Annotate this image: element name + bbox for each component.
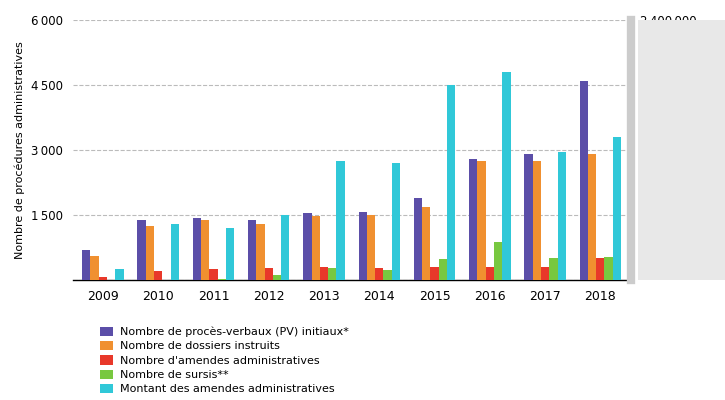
Bar <box>248 220 256 280</box>
Bar <box>336 161 344 280</box>
Bar <box>469 159 477 280</box>
Bar <box>367 215 375 280</box>
Bar <box>558 152 566 280</box>
Bar <box>579 81 588 280</box>
Bar <box>384 270 392 280</box>
Bar <box>494 242 502 280</box>
Legend: Nombre de procès-verbaux (PV) initiaux*, Nombre de dossiers instruits, Nombre d': Nombre de procès-verbaux (PV) initiaux*,… <box>100 327 349 394</box>
Bar <box>99 278 107 280</box>
Bar <box>447 85 455 280</box>
Bar <box>320 267 328 280</box>
Bar <box>210 269 217 280</box>
Bar <box>82 250 91 280</box>
Bar <box>502 72 510 280</box>
Bar <box>541 266 550 280</box>
Bar <box>201 220 210 280</box>
Bar <box>533 161 541 280</box>
Bar <box>328 268 336 280</box>
Bar <box>596 258 605 280</box>
Bar <box>392 163 400 280</box>
Bar <box>550 258 558 280</box>
Bar <box>154 271 162 280</box>
Bar <box>218 279 226 280</box>
Bar <box>138 220 146 280</box>
Bar <box>281 215 289 280</box>
Bar <box>193 218 201 280</box>
Bar <box>359 212 367 280</box>
Bar <box>524 154 533 280</box>
Y-axis label: Nombre de procédures administratives: Nombre de procédures administratives <box>14 41 25 259</box>
Bar <box>486 266 494 280</box>
Bar <box>256 224 265 280</box>
Bar <box>312 216 320 280</box>
Bar <box>439 259 447 280</box>
Bar <box>375 268 384 280</box>
Bar <box>115 269 124 280</box>
Bar <box>303 213 312 280</box>
Bar <box>273 275 281 280</box>
Bar <box>91 256 99 280</box>
Bar <box>170 224 179 280</box>
Bar <box>431 267 439 280</box>
Bar <box>588 154 596 280</box>
Bar <box>605 258 613 280</box>
Bar <box>226 228 234 280</box>
Bar <box>422 207 431 280</box>
Bar <box>414 198 422 280</box>
Bar <box>477 161 486 280</box>
Bar <box>613 137 621 280</box>
Bar <box>146 226 154 280</box>
Bar <box>265 268 273 280</box>
